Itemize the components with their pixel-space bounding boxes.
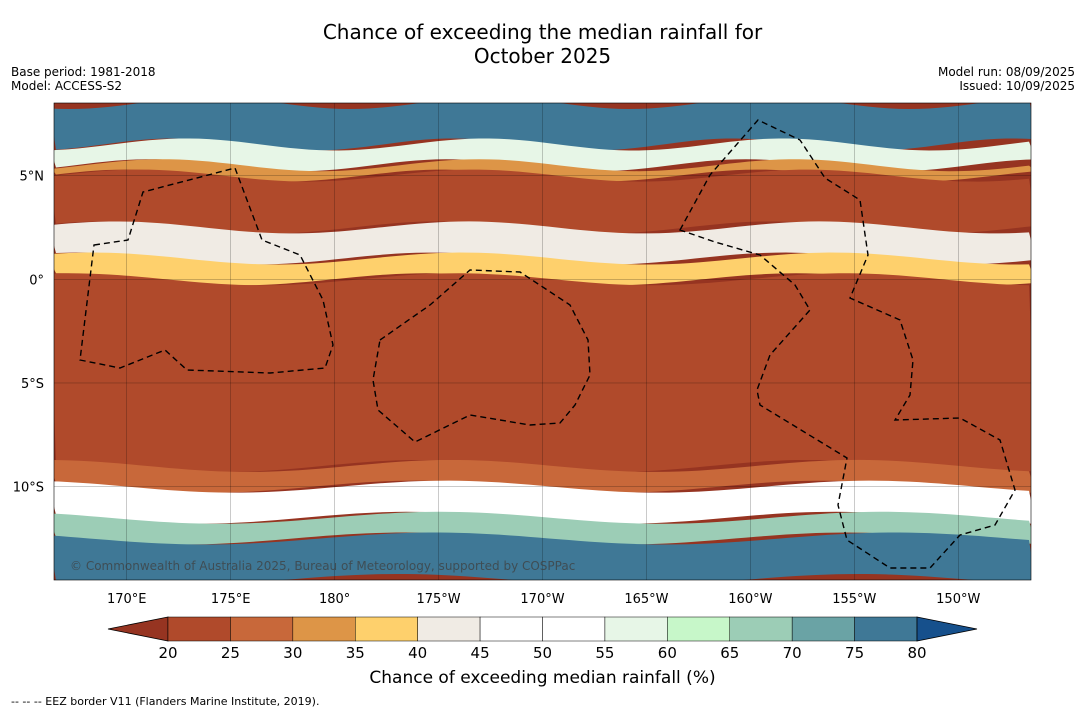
x-tick-label: 160°W [728, 592, 772, 607]
meta-left: Base period: 1981-2018 Model: ACCESS-S2 [11, 65, 156, 93]
model-name: Model: ACCESS-S2 [11, 79, 123, 93]
map-frame [53, 102, 1032, 581]
base-period: Base period: 1981-2018 [11, 65, 156, 79]
colorbar-tick-label: 60 [658, 644, 677, 662]
colorbar-segment [667, 616, 730, 642]
y-tick-label: 10°S [13, 481, 44, 496]
colorbar-tick-label: 25 [221, 644, 240, 662]
colorbar-tick-label: 65 [720, 644, 739, 662]
x-tick-labels: 170°E 175°E 180° 175°W 170°W 165°W 160°W 155°W 1… [107, 592, 980, 607]
x-tick-label: 175°W [416, 592, 460, 607]
map-field: © Commonwealth of Australia 2025, Bureau… [54, 103, 1031, 580]
eez-footnote: -- -- -- EEZ border V11 (Flanders Marine… [11, 695, 320, 708]
colorbar-tick-label: 30 [283, 644, 302, 662]
colorbar-tick-label: 75 [845, 644, 864, 662]
copyright-text: © Commonwealth of Australia 2025, Bureau… [70, 559, 575, 573]
colorbar-label: Chance of exceeding median rainfall (%) [369, 668, 716, 688]
eez-border [372, 269, 591, 443]
colorbar-segment [417, 616, 481, 642]
colorbar-tick-label: 50 [533, 644, 552, 662]
graticule [54, 103, 1031, 580]
colorbar-tick-label: 70 [783, 644, 802, 662]
colorbar-segment [167, 616, 231, 642]
colorbar-segment [729, 616, 793, 642]
y-tick-label: 5°N [20, 170, 45, 185]
colorbar-segment [230, 616, 294, 642]
eez-border [79, 167, 334, 374]
colorbar-segment [854, 616, 918, 642]
colorbar-extend-high [916, 616, 978, 642]
meta-right: Model run: 08/09/2025 Issued: 10/09/2025 [938, 65, 1075, 93]
colorbar-tick-label: 35 [346, 644, 365, 662]
chart-title-line2: October 2025 [473, 44, 612, 68]
colorbar-segment [791, 616, 855, 642]
colorbar-tick-label: 55 [595, 644, 614, 662]
colorbar-tick-label: 40 [408, 644, 427, 662]
colorbar-segment [355, 616, 418, 642]
y-tick-label: 5°S [21, 377, 44, 392]
chart-title: Chance of exceeding the median rainfall … [0, 20, 1085, 68]
eez-border [678, 119, 1016, 569]
y-tick-labels: 5°N 0° 5°S 10°S [13, 170, 44, 496]
x-tick-label: 170°W [520, 592, 564, 607]
issued-date: Issued: 10/09/2025 [959, 79, 1075, 93]
x-tick-label: 180° [319, 592, 350, 607]
colorbar: 20 25 30 35 40 45 50 55 60 65 70 75 80 [107, 616, 978, 662]
colorbar-tick-label: 80 [907, 644, 926, 662]
x-tick-label: 165°W [624, 592, 668, 607]
colorbar-segment [292, 616, 356, 642]
chart-title-line1: Chance of exceeding the median rainfall … [322, 20, 763, 44]
x-tick-label: 150°W [936, 592, 980, 607]
x-tick-label: 155°W [832, 592, 876, 607]
colorbar-tick-label: 20 [158, 644, 177, 662]
model-run: Model run: 08/09/2025 [937, 65, 1075, 79]
x-tick-label: 175°E [211, 592, 251, 607]
x-tick-label: 170°E [107, 592, 147, 607]
colorbar-extend-low [107, 616, 169, 642]
colorbar-segment [542, 616, 606, 642]
colorbar-segment [479, 616, 543, 642]
colorbar-tick-label: 45 [471, 644, 490, 662]
y-tick-label: 0° [29, 273, 44, 288]
colorbar-segment [604, 616, 668, 642]
eez-borders [79, 119, 1016, 569]
